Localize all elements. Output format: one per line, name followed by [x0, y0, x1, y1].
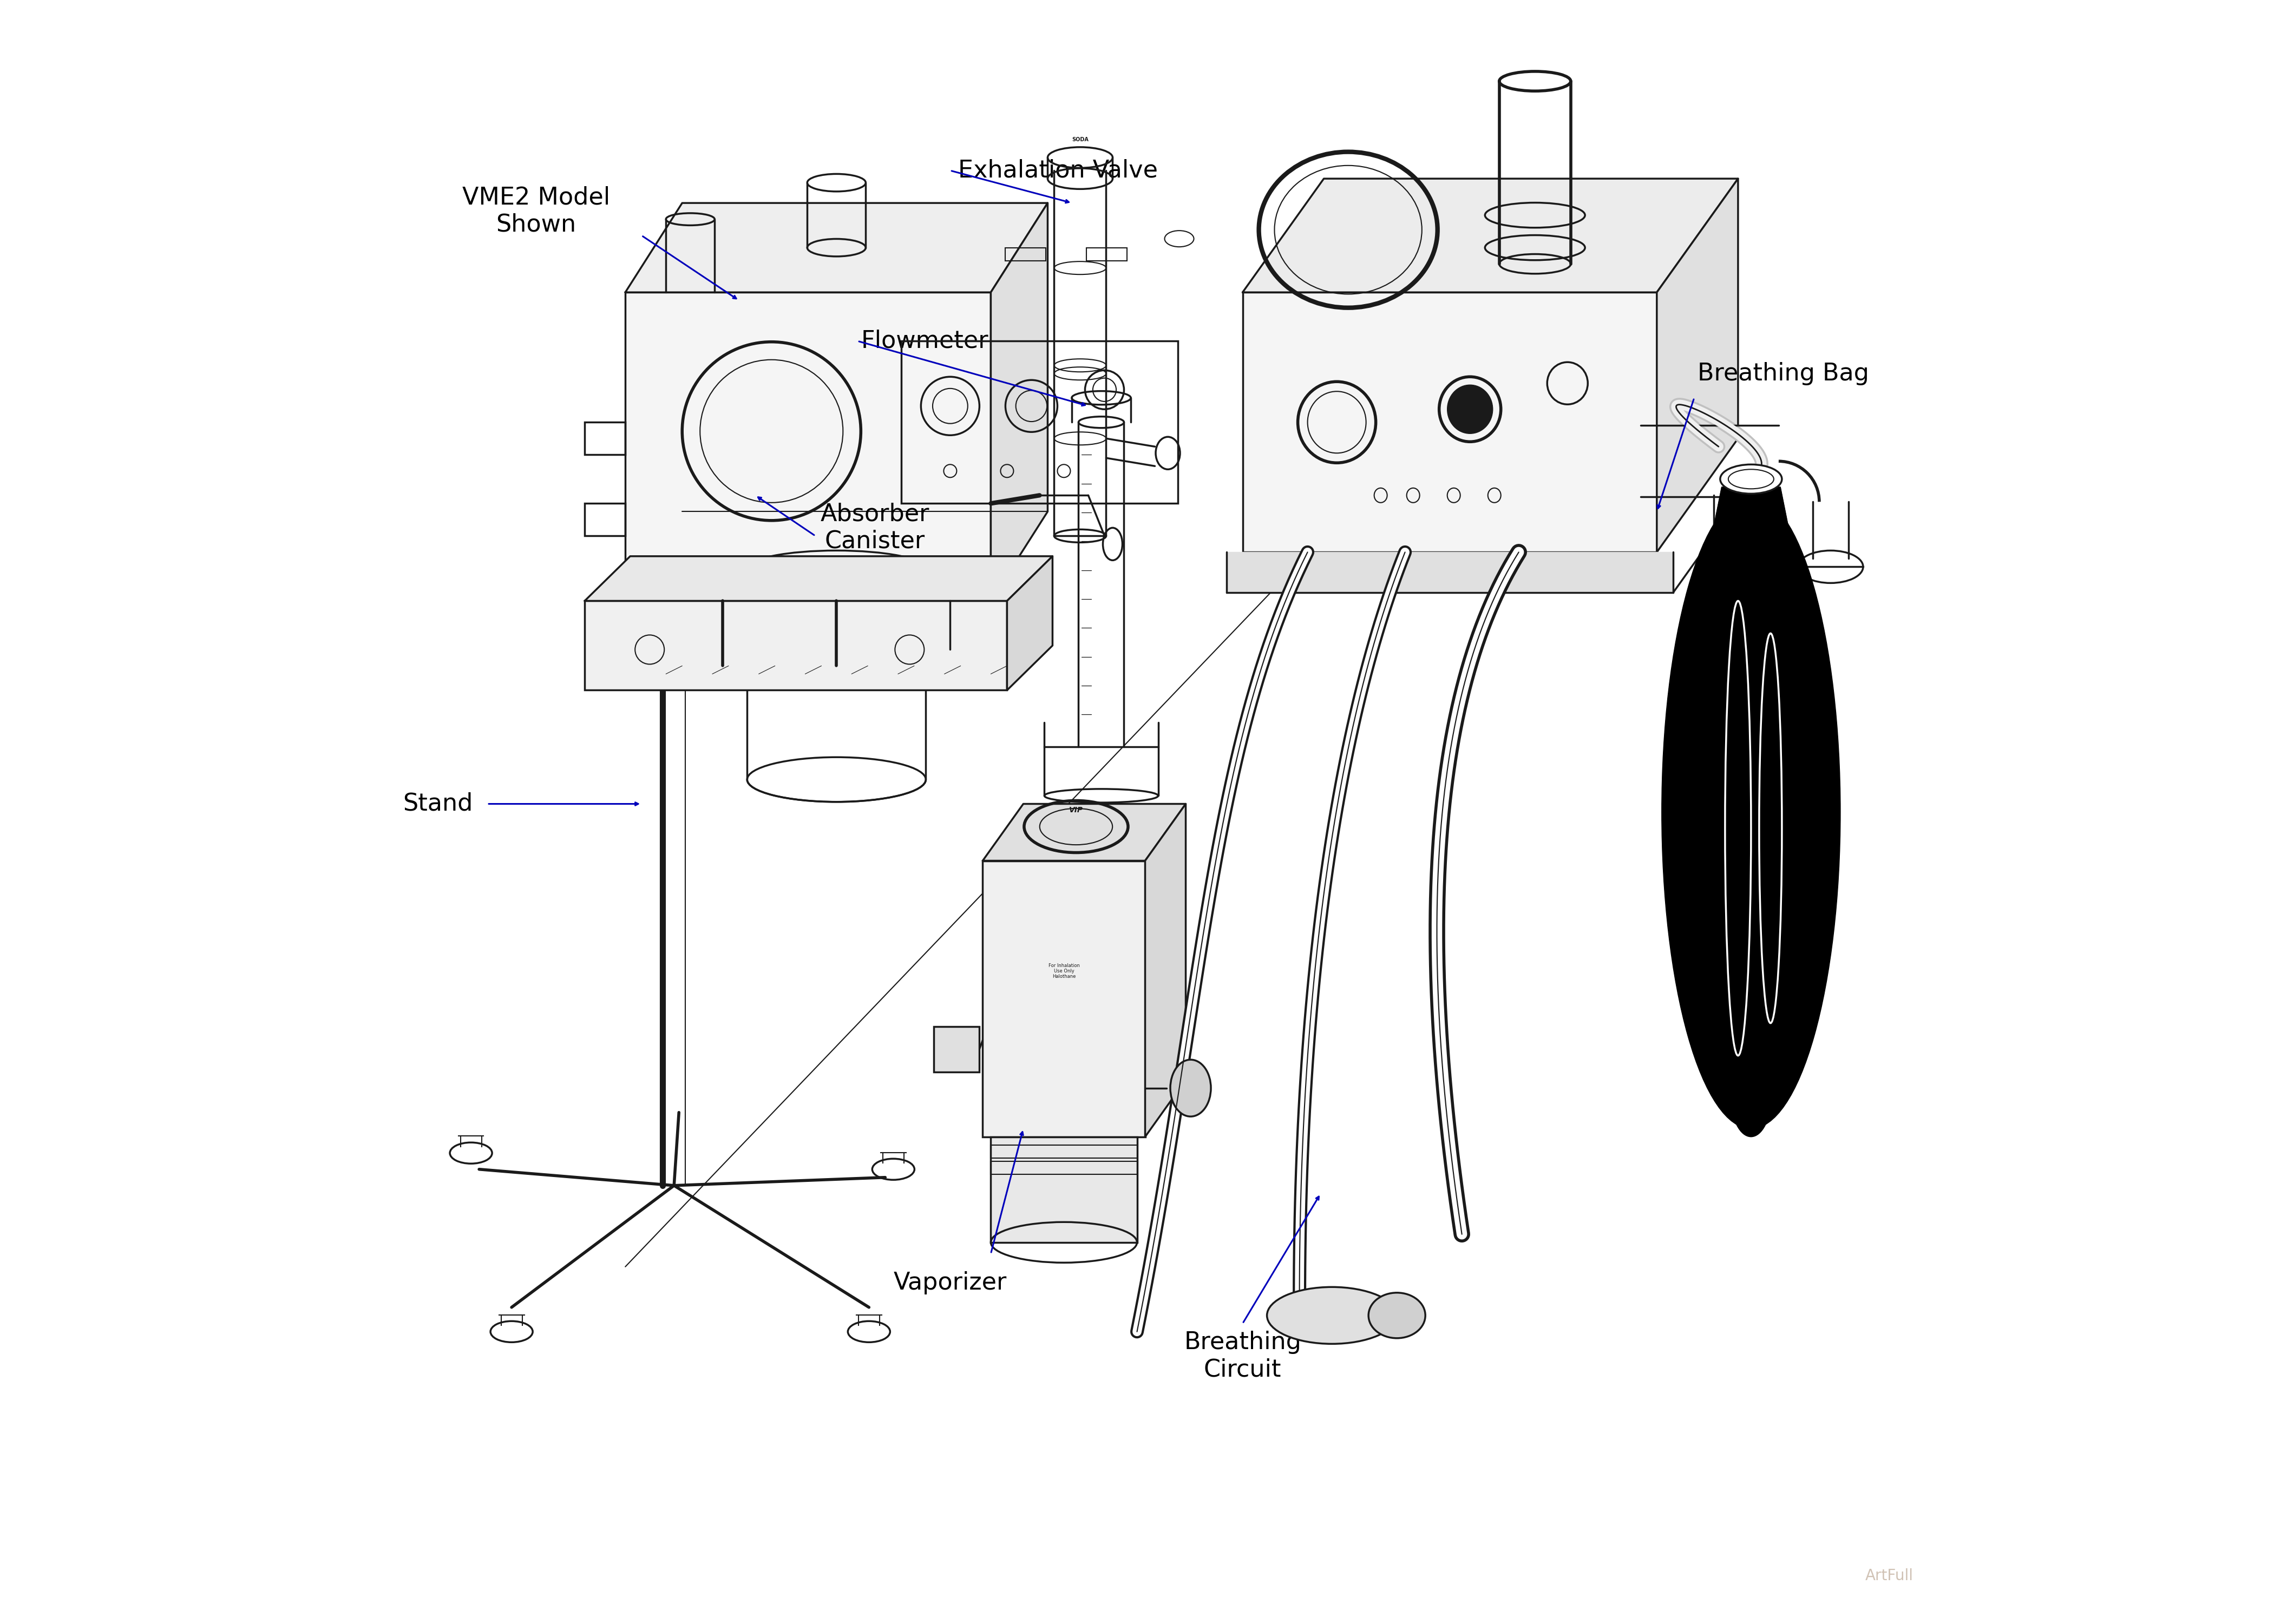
Polygon shape [1146, 804, 1185, 1137]
Text: SODA: SODA [1071, 136, 1089, 143]
Polygon shape [982, 804, 1185, 861]
FancyBboxPatch shape [625, 292, 991, 601]
Text: Vaporizer: Vaporizer [894, 1272, 1007, 1294]
Polygon shape [1007, 557, 1053, 690]
Polygon shape [625, 203, 1048, 292]
Text: For Inhalation
Use Only
Halothane: For Inhalation Use Only Halothane [1048, 963, 1080, 979]
Polygon shape [1242, 179, 1737, 292]
FancyBboxPatch shape [584, 601, 1007, 690]
Ellipse shape [1171, 1060, 1212, 1117]
Ellipse shape [1267, 1286, 1396, 1345]
Text: Breathing Bag: Breathing Bag [1696, 362, 1869, 385]
Polygon shape [1658, 179, 1737, 552]
FancyBboxPatch shape [1242, 292, 1658, 552]
Text: VME2 Model
Shown: VME2 Model Shown [462, 187, 609, 235]
Ellipse shape [1662, 495, 1840, 1129]
Polygon shape [991, 203, 1048, 601]
Polygon shape [1705, 487, 1796, 568]
FancyBboxPatch shape [982, 861, 1146, 1137]
Text: Flowmeter: Flowmeter [862, 330, 989, 352]
Text: ArtFull: ArtFull [1865, 1569, 1912, 1583]
Polygon shape [1226, 552, 1674, 593]
Text: Breathing
Circuit: Breathing Circuit [1185, 1332, 1301, 1380]
Text: Exhalation Valve: Exhalation Valve [957, 159, 1157, 182]
FancyBboxPatch shape [935, 1026, 980, 1072]
Text: Absorber
Canister: Absorber Canister [821, 503, 930, 552]
FancyBboxPatch shape [991, 1137, 1137, 1242]
Polygon shape [584, 557, 1053, 601]
Text: Stand: Stand [402, 793, 473, 815]
Ellipse shape [1446, 385, 1492, 434]
Ellipse shape [1369, 1293, 1426, 1338]
Ellipse shape [1719, 464, 1783, 494]
Text: VIP: VIP [1069, 806, 1082, 814]
Ellipse shape [1731, 1056, 1771, 1137]
